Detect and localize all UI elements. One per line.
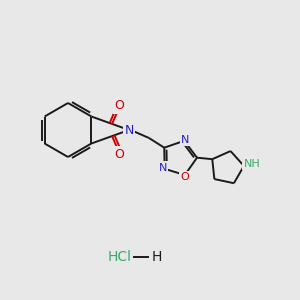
- Text: O: O: [114, 148, 124, 160]
- Text: H: H: [152, 250, 162, 264]
- Text: N: N: [158, 163, 167, 173]
- Text: O: O: [114, 99, 124, 112]
- Text: HCl: HCl: [108, 250, 132, 264]
- Text: O: O: [181, 172, 189, 182]
- Text: N: N: [124, 124, 134, 136]
- Text: NH: NH: [244, 159, 260, 169]
- Text: N: N: [181, 135, 190, 145]
